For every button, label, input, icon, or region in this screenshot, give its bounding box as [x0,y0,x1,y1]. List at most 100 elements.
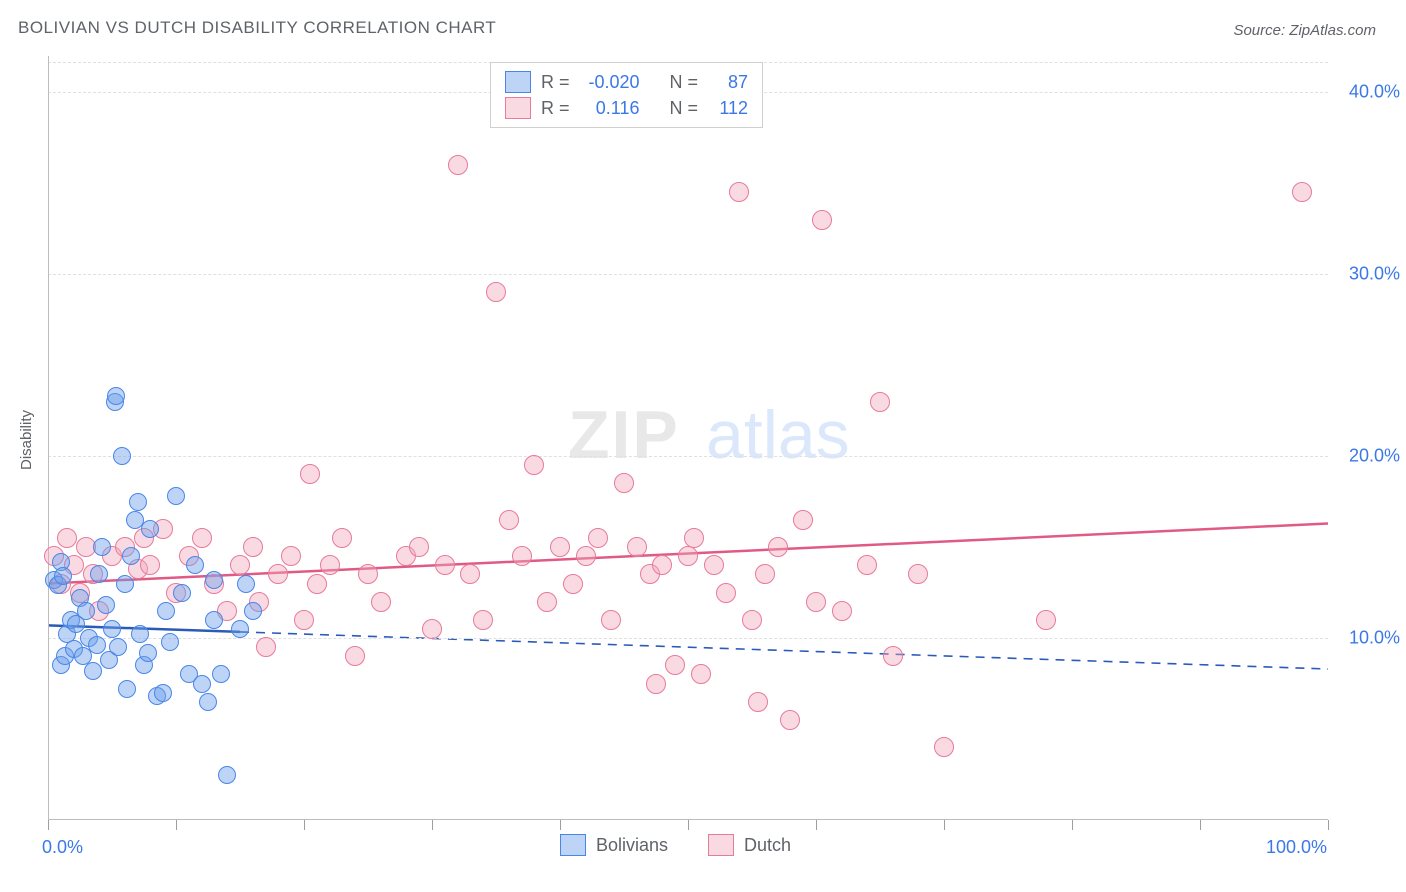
legend-n-value: 112 [708,95,748,121]
x-tick [304,820,305,830]
x-tick [1200,820,1201,830]
x-tick [560,820,561,830]
legend-swatch [708,834,734,856]
dutch-point [646,674,666,694]
dutch-point [332,528,352,548]
bolivians-point [113,447,131,465]
dutch-point [486,282,506,302]
legend-swatch [505,97,531,119]
dutch-point [793,510,813,530]
x-tick [176,820,177,830]
y-tick-label: 10.0% [1349,628,1400,649]
dutch-point [230,555,250,575]
legend-n-label: N = [670,69,699,95]
bolivians-point [84,662,102,680]
dutch-point [614,473,634,493]
x-tick [48,820,49,830]
chart-title: BOLIVIAN VS DUTCH DISABILITY CORRELATION… [18,18,496,38]
bolivians-point [218,766,236,784]
y-tick-label: 30.0% [1349,264,1400,285]
dutch-point [716,583,736,603]
legend-r-value: 0.116 [580,95,640,121]
bolivians-point [186,556,204,574]
dutch-point [934,737,954,757]
dutch-point [812,210,832,230]
dutch-point [691,664,711,684]
dutch-point [780,710,800,730]
dutch-point [499,510,519,530]
y-axis [48,56,49,820]
bolivians-point [90,565,108,583]
y-tick-label: 40.0% [1349,82,1400,103]
dutch-point [268,564,288,584]
dutch-point [345,646,365,666]
bottom-legend-item: Bolivians [560,834,668,856]
dutch-point [140,555,160,575]
dutch-point [627,537,647,557]
legend-r-value: -0.020 [580,69,640,95]
dutch-point [1292,182,1312,202]
bolivians-point [131,625,149,643]
bolivians-point [212,665,230,683]
legend-swatch [560,834,586,856]
bolivians-point [154,684,172,702]
dutch-point [908,564,928,584]
bolivians-point [161,633,179,651]
series-legend: BoliviansDutch [560,834,791,856]
bolivians-point [103,620,121,638]
dutch-point [512,546,532,566]
bolivians-point [231,620,249,638]
dutch-point [576,546,596,566]
bolivians-point [173,584,191,602]
dutch-point [358,564,378,584]
x-tick-label: 100.0% [1266,837,1327,858]
bolivians-point [118,680,136,698]
x-tick [944,820,945,830]
bolivians-point [129,493,147,511]
bolivians-point [54,567,72,585]
grid-line [48,456,1328,457]
dutch-point [748,692,768,712]
bolivians-point [139,644,157,662]
grid-line [48,638,1328,639]
source-label: Source: ZipAtlas.com [1233,22,1376,39]
dutch-point [857,555,877,575]
dutch-point [409,537,429,557]
bolivians-point [244,602,262,620]
dutch-point [537,592,557,612]
dutch-point [652,555,672,575]
bolivians-point [205,611,223,629]
x-tick [1328,820,1329,830]
bolivians-point [116,575,134,593]
legend-n-value: 87 [708,69,748,95]
dutch-point [300,464,320,484]
dutch-point [307,574,327,594]
grid-line [48,274,1328,275]
bolivians-point [93,538,111,556]
plot-svg [48,56,1328,820]
dutch-point [448,155,468,175]
bottom-legend-label: Bolivians [596,835,668,856]
dutch-point [588,528,608,548]
bolivians-point [107,387,125,405]
bolivians-point [109,638,127,656]
dutch-point [460,564,480,584]
dutch-point [563,574,583,594]
dutch-point [742,610,762,630]
dutch-point [768,537,788,557]
dutch-point [281,546,301,566]
bolivians-point [122,547,140,565]
legend-row: R =-0.020 N =87 [505,69,748,95]
legend-r-label: R = [541,95,570,121]
y-tick-label: 20.0% [1349,446,1400,467]
dutch-point [294,610,314,630]
dutch-point [684,528,704,548]
dutch-point [550,537,570,557]
bolivians-point [237,575,255,593]
dutch-point [256,637,276,657]
bolivians-point [205,571,223,589]
dutch-point [57,528,77,548]
dutch-point [755,564,775,584]
dutch-point [665,655,685,675]
dutch-point [1036,610,1056,630]
